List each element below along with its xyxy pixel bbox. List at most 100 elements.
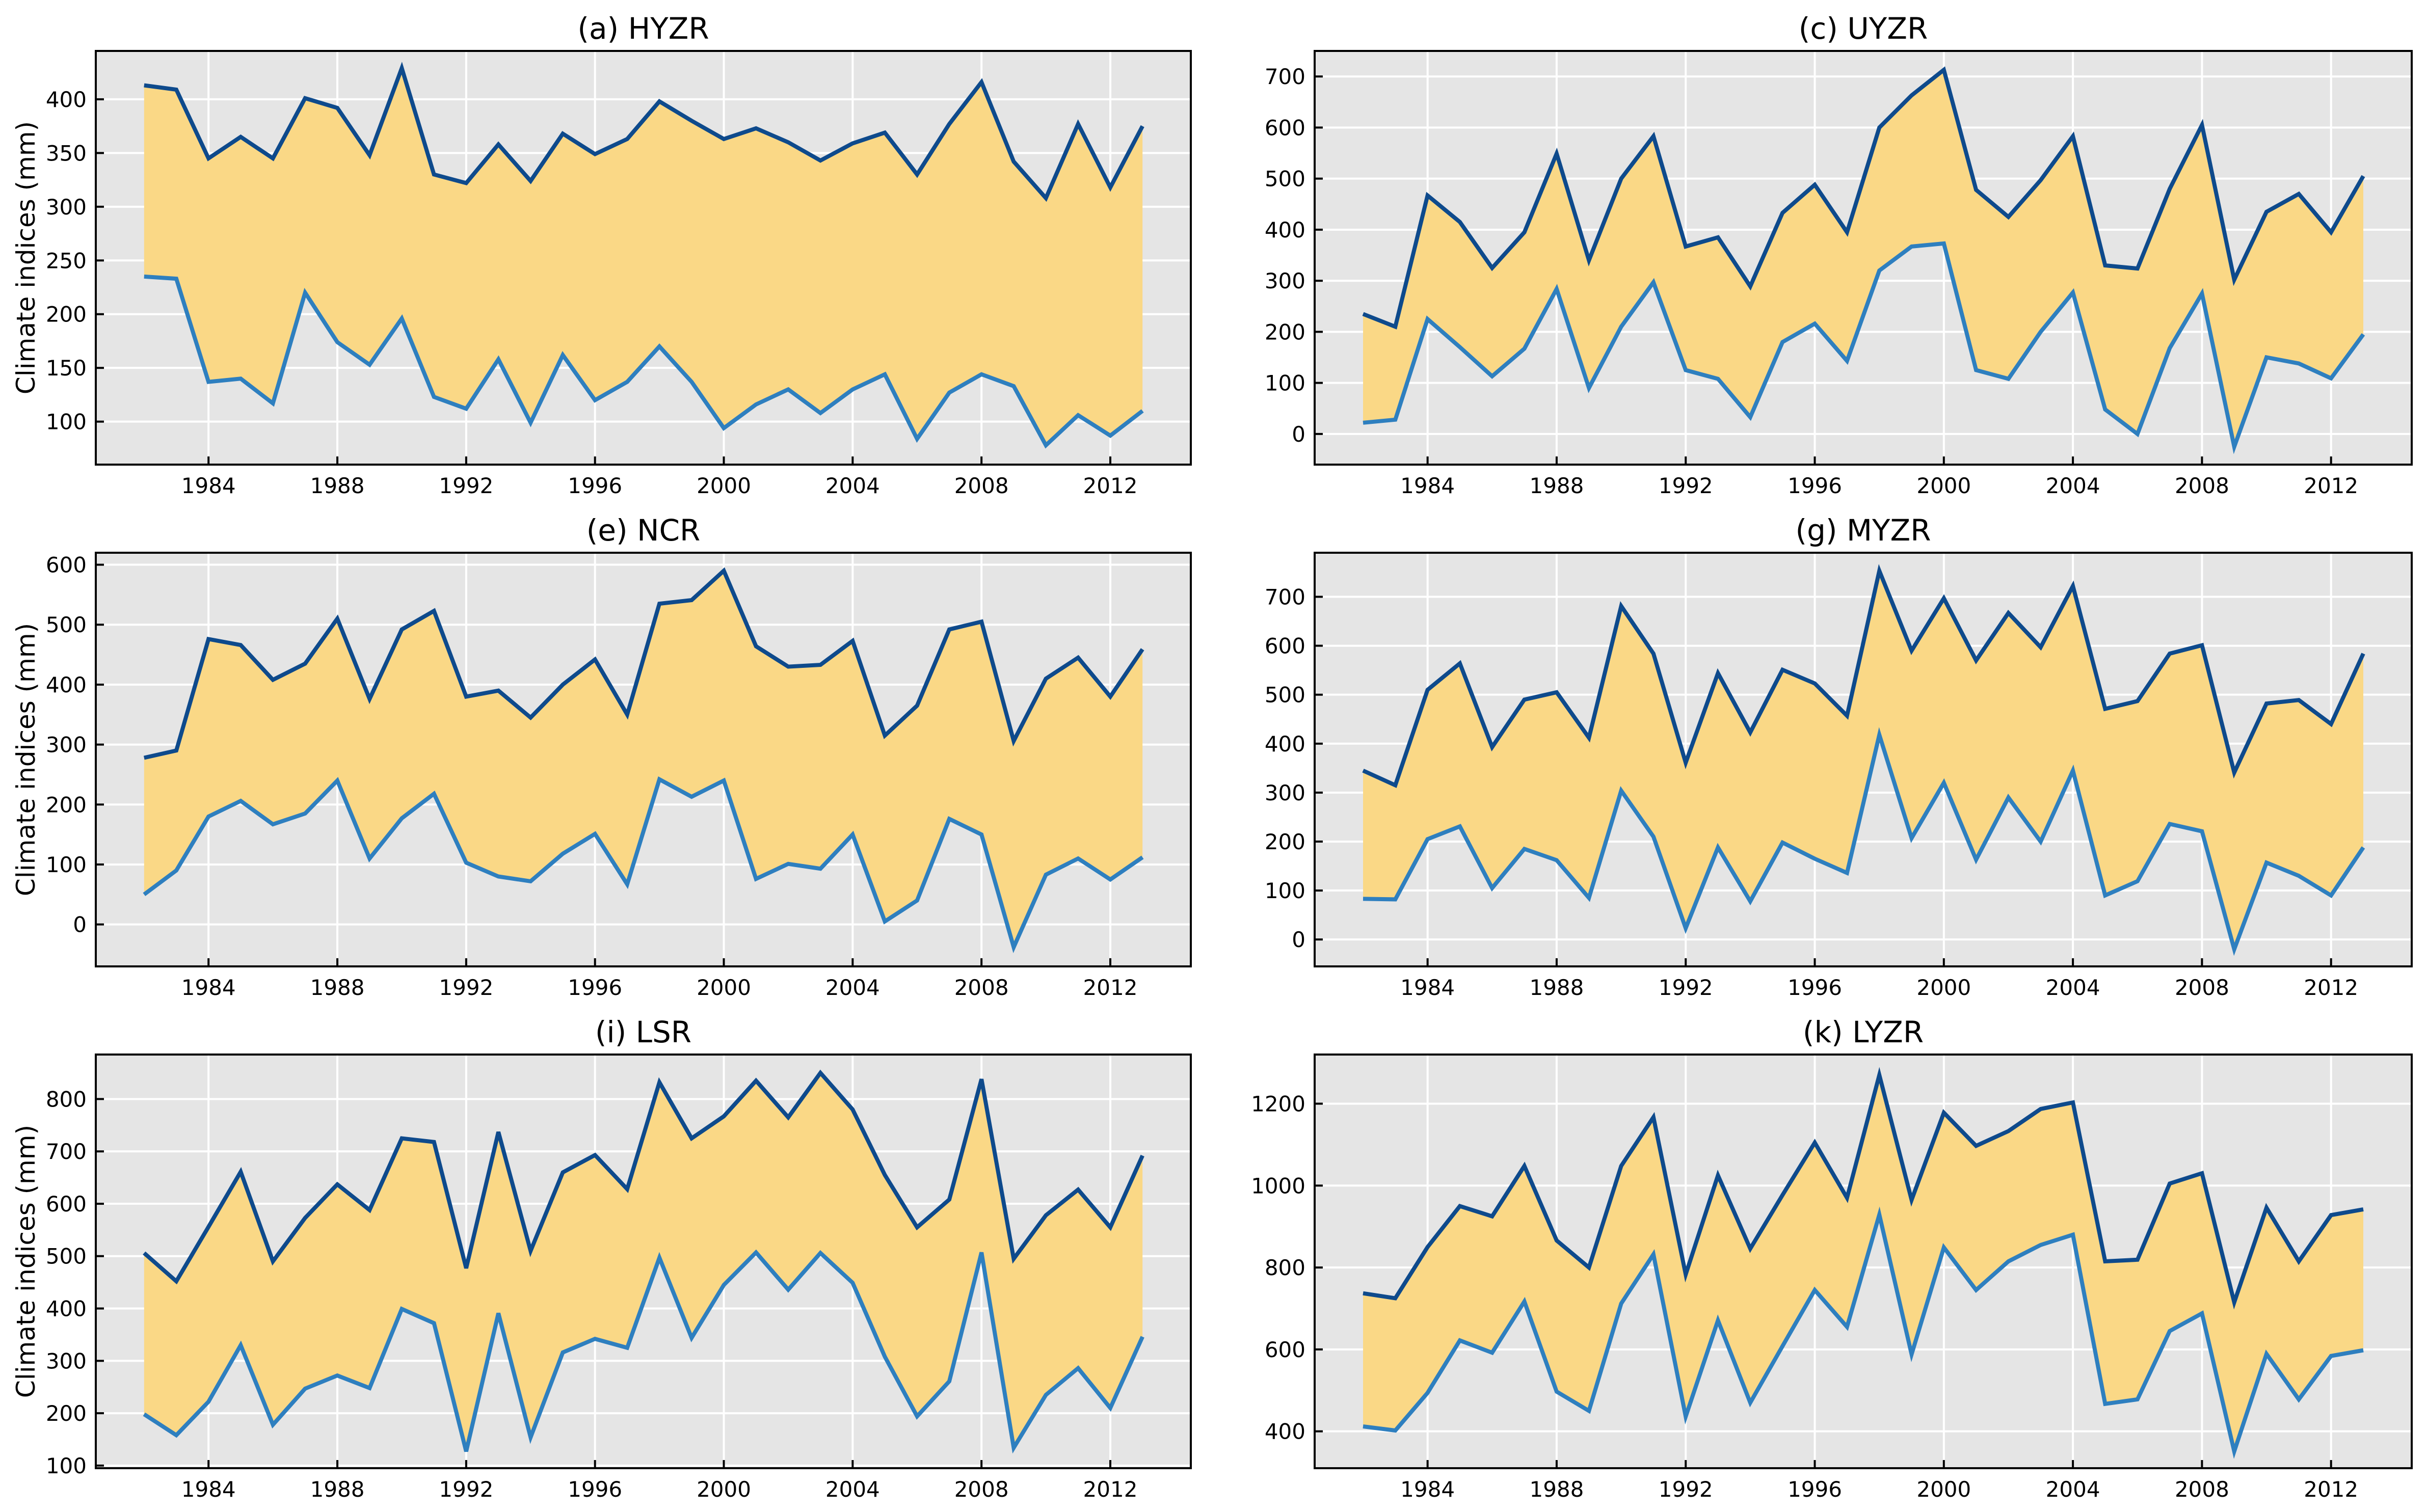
x-tick-label: 2000 [697,1477,751,1502]
panel-title: (g) MYZR [1795,513,1931,548]
range-fill [1363,1075,2363,1451]
x-tick-label: 2012 [1083,1477,1138,1502]
x-tick-label: 1992 [439,975,493,1000]
y-tick-label: 200 [1265,829,1305,854]
panel-title: (e) NCR [586,513,701,548]
y-tick-label: 100 [46,1453,87,1478]
upper-series-line [143,567,1144,760]
x-tick-label: 2012 [1083,473,1138,498]
x-tick-label: 1996 [568,1477,622,1502]
x-tick-label: 2000 [1916,975,1971,1000]
chart-panel-1: 1984 1988 1992 1996 2000 2004 2008 2012 0 100 200 3… [1265,11,2413,498]
x-tick-label: 2000 [1916,1477,1971,1502]
y-tick-label: 300 [1265,780,1305,805]
lower-series-line [143,1249,1144,1454]
y-tick-label: 300 [46,195,87,220]
chart-panel-2: 1984 1988 1992 1996 2000 2004 2008 2012 0 100 200 3… [11,513,1192,1000]
axes-frame [95,552,1192,967]
y-tick-label: 300 [1265,268,1305,293]
x-tick-label: 2008 [2175,473,2229,498]
range-fill [1363,571,2363,950]
x-tick-label: 2004 [825,1477,880,1502]
x-tick-label: 2004 [2046,473,2100,498]
range-fill [144,1073,1143,1452]
x-tick-label: 1988 [310,1477,365,1502]
y-tick-label: 300 [46,733,87,758]
x-tick-label: 1996 [568,473,622,498]
y-tick-label: 700 [46,1139,87,1164]
x-tick-label: 2000 [1916,473,1971,498]
axes-frame [1314,552,2413,967]
range-fill [1363,70,2363,447]
x-tick-label: 2012 [2304,473,2358,498]
x-tick-label: 2012 [2304,1477,2358,1502]
x-tick-label: 1984 [1400,1477,1455,1502]
chart-panel-4: 1984 1988 1992 1996 2000 2004 2008 2012 100 200 30… [11,1015,1192,1502]
chart-panel-5: 1984 1988 1992 1996 2000 2004 2008 2012 400 600 80… [1251,1015,2413,1502]
y-axis-label: Climate indices (mm) [11,623,41,896]
x-tick-label: 1988 [310,473,365,498]
y-tick-label: 200 [46,792,87,817]
y-tick-label: 0 [1292,422,1305,447]
x-tick-label: 1988 [310,975,365,1000]
y-tick-label: 500 [46,1244,87,1269]
upper-series-line [1362,66,2365,330]
x-tick-label: 2008 [954,473,1009,498]
x-tick-label: 1992 [1659,975,1713,1000]
axes-frame [95,1054,1192,1469]
x-tick-label: 1992 [439,473,493,498]
y-tick-label: 500 [1265,683,1305,708]
lower-series-line [1363,1206,2364,1459]
x-tick-label: 1984 [1400,473,1455,498]
x-tick-label: 1984 [181,975,236,1000]
panel-title: (a) HYZR [577,11,709,46]
x-tick-label: 1992 [1659,473,1713,498]
y-tick-label: 200 [46,1401,87,1426]
upper-series-line [1362,564,2365,788]
x-tick-label: 2004 [2046,1477,2100,1502]
lower-series-line [144,274,1144,449]
x-tick-label: 2008 [954,1477,1009,1502]
upper-series-line [1363,1067,2364,1310]
y-tick-label: 700 [1265,64,1305,89]
y-tick-label: 400 [1265,732,1305,757]
y-tick-label: 100 [1265,878,1305,903]
axes-frame [95,50,1192,466]
y-tick-label: 400 [1265,1419,1305,1444]
chart-panel-3: 1984 1988 1992 1996 2000 2004 2008 2012 0 100 200 3… [1265,513,2413,1000]
y-tick-label: 350 [46,141,87,166]
x-tick-label: 2008 [2175,975,2229,1000]
x-tick-label: 1996 [568,975,622,1000]
y-tick-label: 250 [46,248,87,273]
x-tick-label: 2012 [1083,975,1138,1000]
y-tick-label: 400 [46,1297,87,1321]
x-tick-label: 2000 [697,975,751,1000]
y-tick-label: 0 [1292,927,1305,952]
x-tick-label: 1984 [181,1477,236,1502]
y-tick-label: 400 [46,672,87,697]
lower-series-line [1363,727,2365,956]
x-tick-label: 2004 [825,473,880,498]
x-tick-label: 1984 [1400,975,1455,1000]
x-tick-label: 2008 [954,975,1009,1000]
upper-series-line [144,62,1144,202]
panel-title: (c) UYZR [1799,11,1928,46]
y-tick-label: 800 [1265,1255,1305,1280]
y-tick-label: 600 [1265,634,1305,659]
axes-frame [1314,50,2413,466]
lower-series-line [1363,241,2365,454]
y-tick-label: 100 [46,410,87,435]
y-tick-label: 500 [46,612,87,637]
x-tick-label: 1984 [181,473,236,498]
upper-series-line [143,1069,1144,1285]
x-tick-label: 1988 [1529,473,1584,498]
y-tick-label: 700 [1265,584,1305,609]
y-tick-label: 400 [1265,218,1305,242]
y-tick-label: 600 [46,1192,87,1217]
range-fill [144,68,1143,445]
chart-panel-0: 1984 1988 1992 1996 2000 2004 2008 2012 100 150 20… [11,11,1192,498]
x-tick-label: 2004 [2046,975,2100,1000]
y-tick-label: 1200 [1251,1091,1305,1116]
x-tick-label: 1996 [1788,975,1842,1000]
y-tick-label: 800 [46,1087,87,1112]
